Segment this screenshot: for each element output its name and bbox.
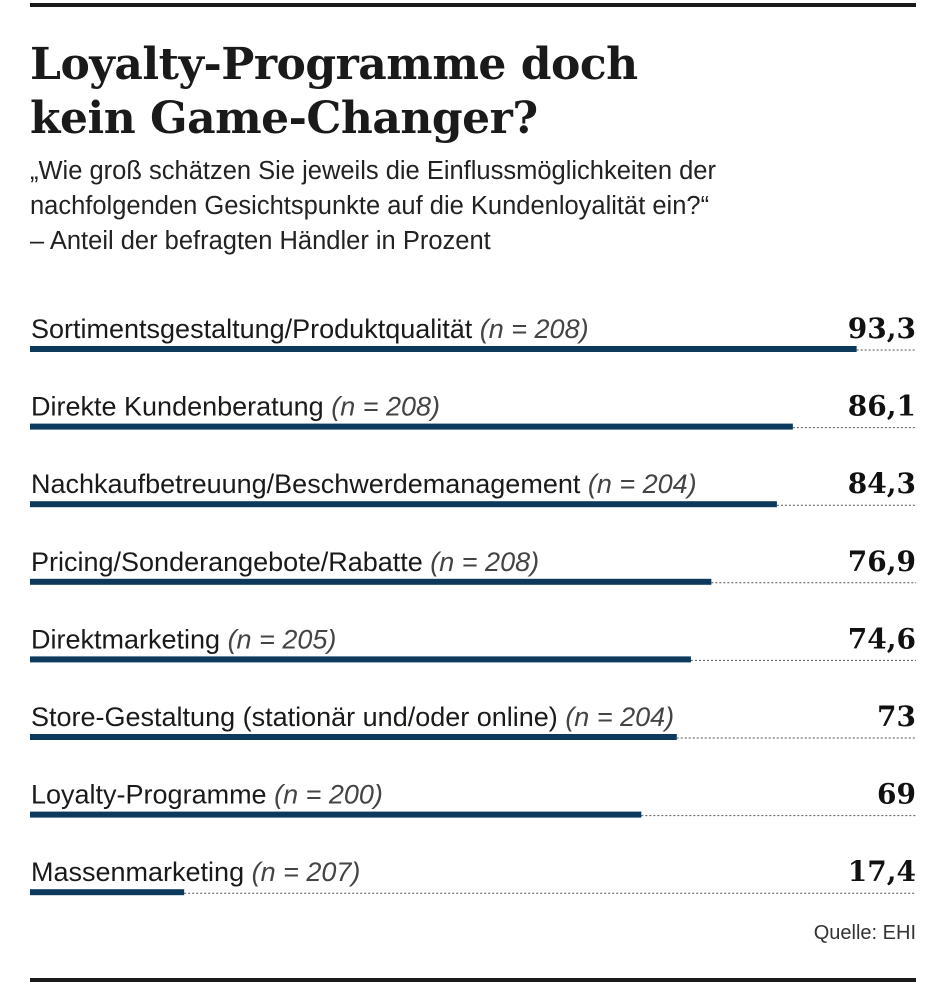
category-name: Nachkaufbetreuung/Beschwerdemanagement: [31, 469, 588, 499]
value-label: 84,3: [848, 467, 916, 500]
category-name: Pricing/Sonderangebote/Rabatte: [31, 547, 430, 577]
category-label: Massenmarketing (n = 207): [31, 857, 360, 887]
bar: [30, 423, 793, 430]
value-label: 76,9: [848, 545, 916, 578]
bar: [30, 578, 712, 585]
sample-size: (n = 200): [274, 780, 383, 810]
sample-size: (n = 207): [252, 857, 361, 887]
value-label: 74,6: [848, 622, 916, 655]
value-label: 73: [877, 700, 916, 733]
chart-title: Loyalty-Programme doch kein Game-Changer…: [30, 38, 638, 146]
source-note: Quelle: EHI: [813, 922, 916, 944]
bar: [30, 889, 185, 896]
category-name: Loyalty-Programme: [31, 780, 274, 810]
category-label: Loyalty-Programme (n = 200): [31, 780, 383, 810]
category-name: Sortimentsgestaltung/Produktqualität: [31, 314, 480, 344]
sample-size: (n = 208): [331, 392, 440, 422]
category-name: Direktmarketing: [31, 624, 228, 654]
bar: [30, 501, 777, 508]
category-label: Store-Gestaltung (stationär und/oder onl…: [31, 702, 674, 732]
value-label: 93,3: [848, 312, 916, 345]
category-label: Pricing/Sonderangebote/Rabatte (n = 208): [31, 547, 539, 577]
bar: [30, 346, 857, 352]
bar: [30, 656, 691, 663]
subtitle-line: nachfolgenden Gesichtspunkte auf die Kun…: [30, 192, 710, 220]
category-label: Direktmarketing (n = 205): [31, 624, 336, 654]
sample-size: (n = 204): [588, 469, 697, 499]
chart-subtitle: „Wie groß schätzen Sie jeweils die Einfl…: [30, 154, 716, 259]
value-label: 69: [877, 778, 916, 811]
bottom-rule: [30, 978, 916, 982]
value-label: 17,4: [848, 855, 916, 888]
subtitle-line: – Anteil der befragten Händler in Prozen…: [30, 227, 491, 255]
category-label: Direkte Kundenberatung (n = 208): [31, 392, 440, 422]
category-name: Massenmarketing: [31, 857, 252, 887]
category-name: Store-Gestaltung (stationär und/oder onl…: [31, 702, 565, 732]
top-rule: [30, 3, 916, 7]
value-label: 86,1: [848, 390, 916, 423]
category-label: Sortimentsgestaltung/Produktqualität (n …: [31, 314, 589, 344]
title-line: Loyalty-Programme doch: [30, 39, 638, 90]
category-name: Direkte Kundenberatung: [31, 392, 331, 422]
subtitle-line: „Wie groß schätzen Sie jeweils die Einfl…: [30, 157, 716, 185]
sample-size: (n = 208): [480, 314, 589, 344]
sample-size: (n = 204): [565, 702, 674, 732]
bar: [30, 734, 677, 740]
title-line: kein Game-Changer?: [30, 93, 538, 144]
sample-size: (n = 208): [430, 547, 539, 577]
bar: [30, 811, 642, 818]
sample-size: (n = 205): [228, 624, 337, 654]
category-label: Nachkaufbetreuung/Beschwerdemanagement (…: [31, 469, 697, 499]
